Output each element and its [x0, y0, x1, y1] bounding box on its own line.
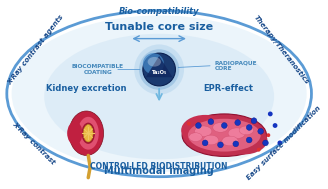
Text: Easy surface modification: Easy surface modification: [246, 105, 322, 181]
Text: Kidney excretion: Kidney excretion: [46, 84, 127, 93]
Ellipse shape: [239, 126, 254, 135]
Ellipse shape: [181, 115, 229, 146]
Ellipse shape: [187, 122, 191, 125]
Ellipse shape: [222, 136, 238, 146]
Ellipse shape: [11, 15, 307, 172]
Polygon shape: [146, 56, 173, 77]
Ellipse shape: [257, 148, 261, 152]
Ellipse shape: [246, 125, 252, 130]
Ellipse shape: [82, 123, 95, 144]
Ellipse shape: [273, 123, 277, 128]
Text: Therapy/Theranostics: Therapy/Theranostics: [253, 15, 311, 86]
Ellipse shape: [67, 122, 83, 145]
Ellipse shape: [83, 125, 93, 142]
Text: Tunable core size: Tunable core size: [105, 22, 213, 32]
Ellipse shape: [219, 125, 267, 154]
Text: Ta₂O₅: Ta₂O₅: [152, 70, 167, 75]
Ellipse shape: [213, 123, 228, 132]
Text: CONTROLLED BIODISTRIBUTION: CONTROLLED BIODISTRIBUTION: [91, 162, 228, 170]
Ellipse shape: [263, 140, 268, 146]
Ellipse shape: [195, 123, 201, 128]
Ellipse shape: [251, 118, 257, 124]
Ellipse shape: [189, 133, 202, 141]
Text: BIOCOMPATIBLE
COATING: BIOCOMPATIBLE COATING: [72, 64, 124, 75]
Ellipse shape: [208, 119, 214, 125]
Ellipse shape: [203, 135, 218, 145]
Text: X-Ray contrast: X-Ray contrast: [11, 120, 56, 165]
Ellipse shape: [202, 140, 208, 146]
Ellipse shape: [188, 119, 261, 152]
Ellipse shape: [139, 49, 179, 90]
Ellipse shape: [228, 128, 245, 139]
Ellipse shape: [266, 133, 270, 137]
Ellipse shape: [221, 123, 227, 128]
Ellipse shape: [78, 117, 99, 150]
Text: EPR-effect: EPR-effect: [203, 84, 253, 93]
Ellipse shape: [217, 142, 223, 148]
Ellipse shape: [69, 111, 104, 155]
Ellipse shape: [246, 137, 252, 143]
Ellipse shape: [143, 53, 164, 74]
Ellipse shape: [182, 114, 266, 156]
Ellipse shape: [268, 112, 273, 116]
Ellipse shape: [195, 126, 212, 137]
Ellipse shape: [233, 141, 239, 147]
Ellipse shape: [143, 53, 175, 86]
Ellipse shape: [258, 128, 264, 134]
Ellipse shape: [148, 57, 161, 67]
Text: Multimodal imaging: Multimodal imaging: [104, 166, 214, 176]
Text: X-Ray contrast agents: X-Ray contrast agents: [7, 14, 65, 86]
Text: RADIOPAQUE
CORE: RADIOPAQUE CORE: [215, 60, 257, 71]
Ellipse shape: [235, 120, 240, 125]
Ellipse shape: [44, 34, 274, 159]
Ellipse shape: [134, 44, 184, 95]
Text: Bio-compatibility: Bio-compatibility: [119, 7, 199, 16]
Ellipse shape: [277, 140, 282, 145]
